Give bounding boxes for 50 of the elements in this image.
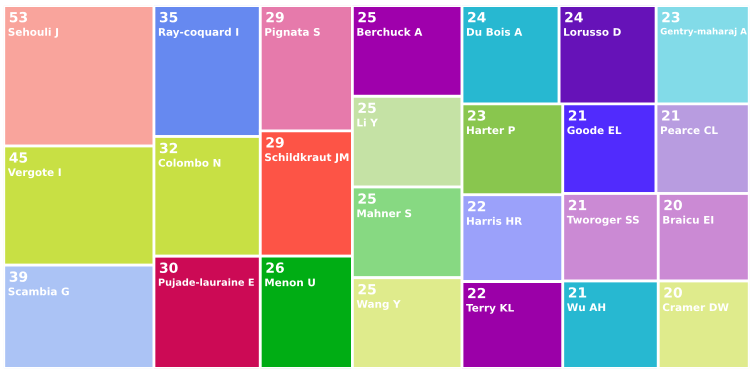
category-label: Du Bois A bbox=[466, 28, 522, 36]
category-label: Colombo N bbox=[158, 158, 220, 167]
category-label: Berchuck A bbox=[357, 28, 422, 36]
data-label: 26 bbox=[266, 262, 284, 273]
data-label: 53 bbox=[10, 12, 28, 22]
category-label: Gentry-maharaj A bbox=[660, 28, 747, 36]
data-label: 25 bbox=[358, 102, 376, 114]
data-label: 22 bbox=[468, 201, 486, 212]
data-label: 25 bbox=[358, 284, 376, 294]
category-label: Terry KL bbox=[466, 304, 514, 314]
category-label: Menon U bbox=[265, 278, 315, 286]
category-label: Harris HR bbox=[466, 216, 522, 225]
data-label: 32 bbox=[160, 142, 178, 154]
category-label: Wu AH bbox=[567, 303, 606, 312]
category-label: Vergote I bbox=[8, 168, 61, 178]
data-label: 24 bbox=[468, 12, 486, 22]
data-label: 22 bbox=[468, 288, 486, 298]
category-label: Braicu EI bbox=[663, 216, 714, 224]
data-label: 29 bbox=[266, 137, 284, 148]
category-label: Harter P bbox=[466, 126, 515, 134]
data-label: 45 bbox=[9, 152, 28, 163]
data-label: 21 bbox=[568, 200, 586, 210]
data-label: 25 bbox=[358, 12, 376, 22]
data-label: 21 bbox=[568, 110, 586, 121]
category-label: Scambia G bbox=[8, 287, 69, 296]
category-label: Ray-coquard I bbox=[158, 28, 238, 38]
data-label: 20 bbox=[664, 200, 682, 210]
data-label: 24 bbox=[565, 12, 583, 22]
data-label: 23 bbox=[662, 12, 680, 22]
category-label: Mahner S bbox=[357, 209, 412, 218]
data-label: 20 bbox=[664, 287, 682, 298]
data-label: 35 bbox=[160, 12, 178, 22]
category-label: Pujade-lauraine E bbox=[158, 278, 254, 288]
category-label: Schildkraut JM bbox=[265, 153, 348, 164]
category-label: Cramer DW bbox=[662, 303, 729, 312]
data-label: 21 bbox=[662, 110, 680, 121]
data-label: 29 bbox=[266, 12, 284, 22]
category-label: Lorusso D bbox=[564, 28, 621, 36]
category-label: Pearce CL bbox=[660, 126, 718, 134]
data-label: 39 bbox=[10, 271, 28, 282]
data-label: 25 bbox=[358, 193, 376, 204]
data-label: 30 bbox=[160, 262, 178, 273]
category-label: Tworoger SS bbox=[566, 216, 639, 226]
data-label: 23 bbox=[468, 110, 486, 121]
category-label: Wang Y bbox=[356, 300, 401, 310]
category-label: Pignata S bbox=[265, 28, 320, 38]
category-label: Li Y bbox=[357, 118, 378, 126]
category-label: Goode EL bbox=[567, 126, 622, 134]
category-label: Sehouli J bbox=[8, 28, 58, 38]
data-label: 21 bbox=[568, 287, 586, 298]
